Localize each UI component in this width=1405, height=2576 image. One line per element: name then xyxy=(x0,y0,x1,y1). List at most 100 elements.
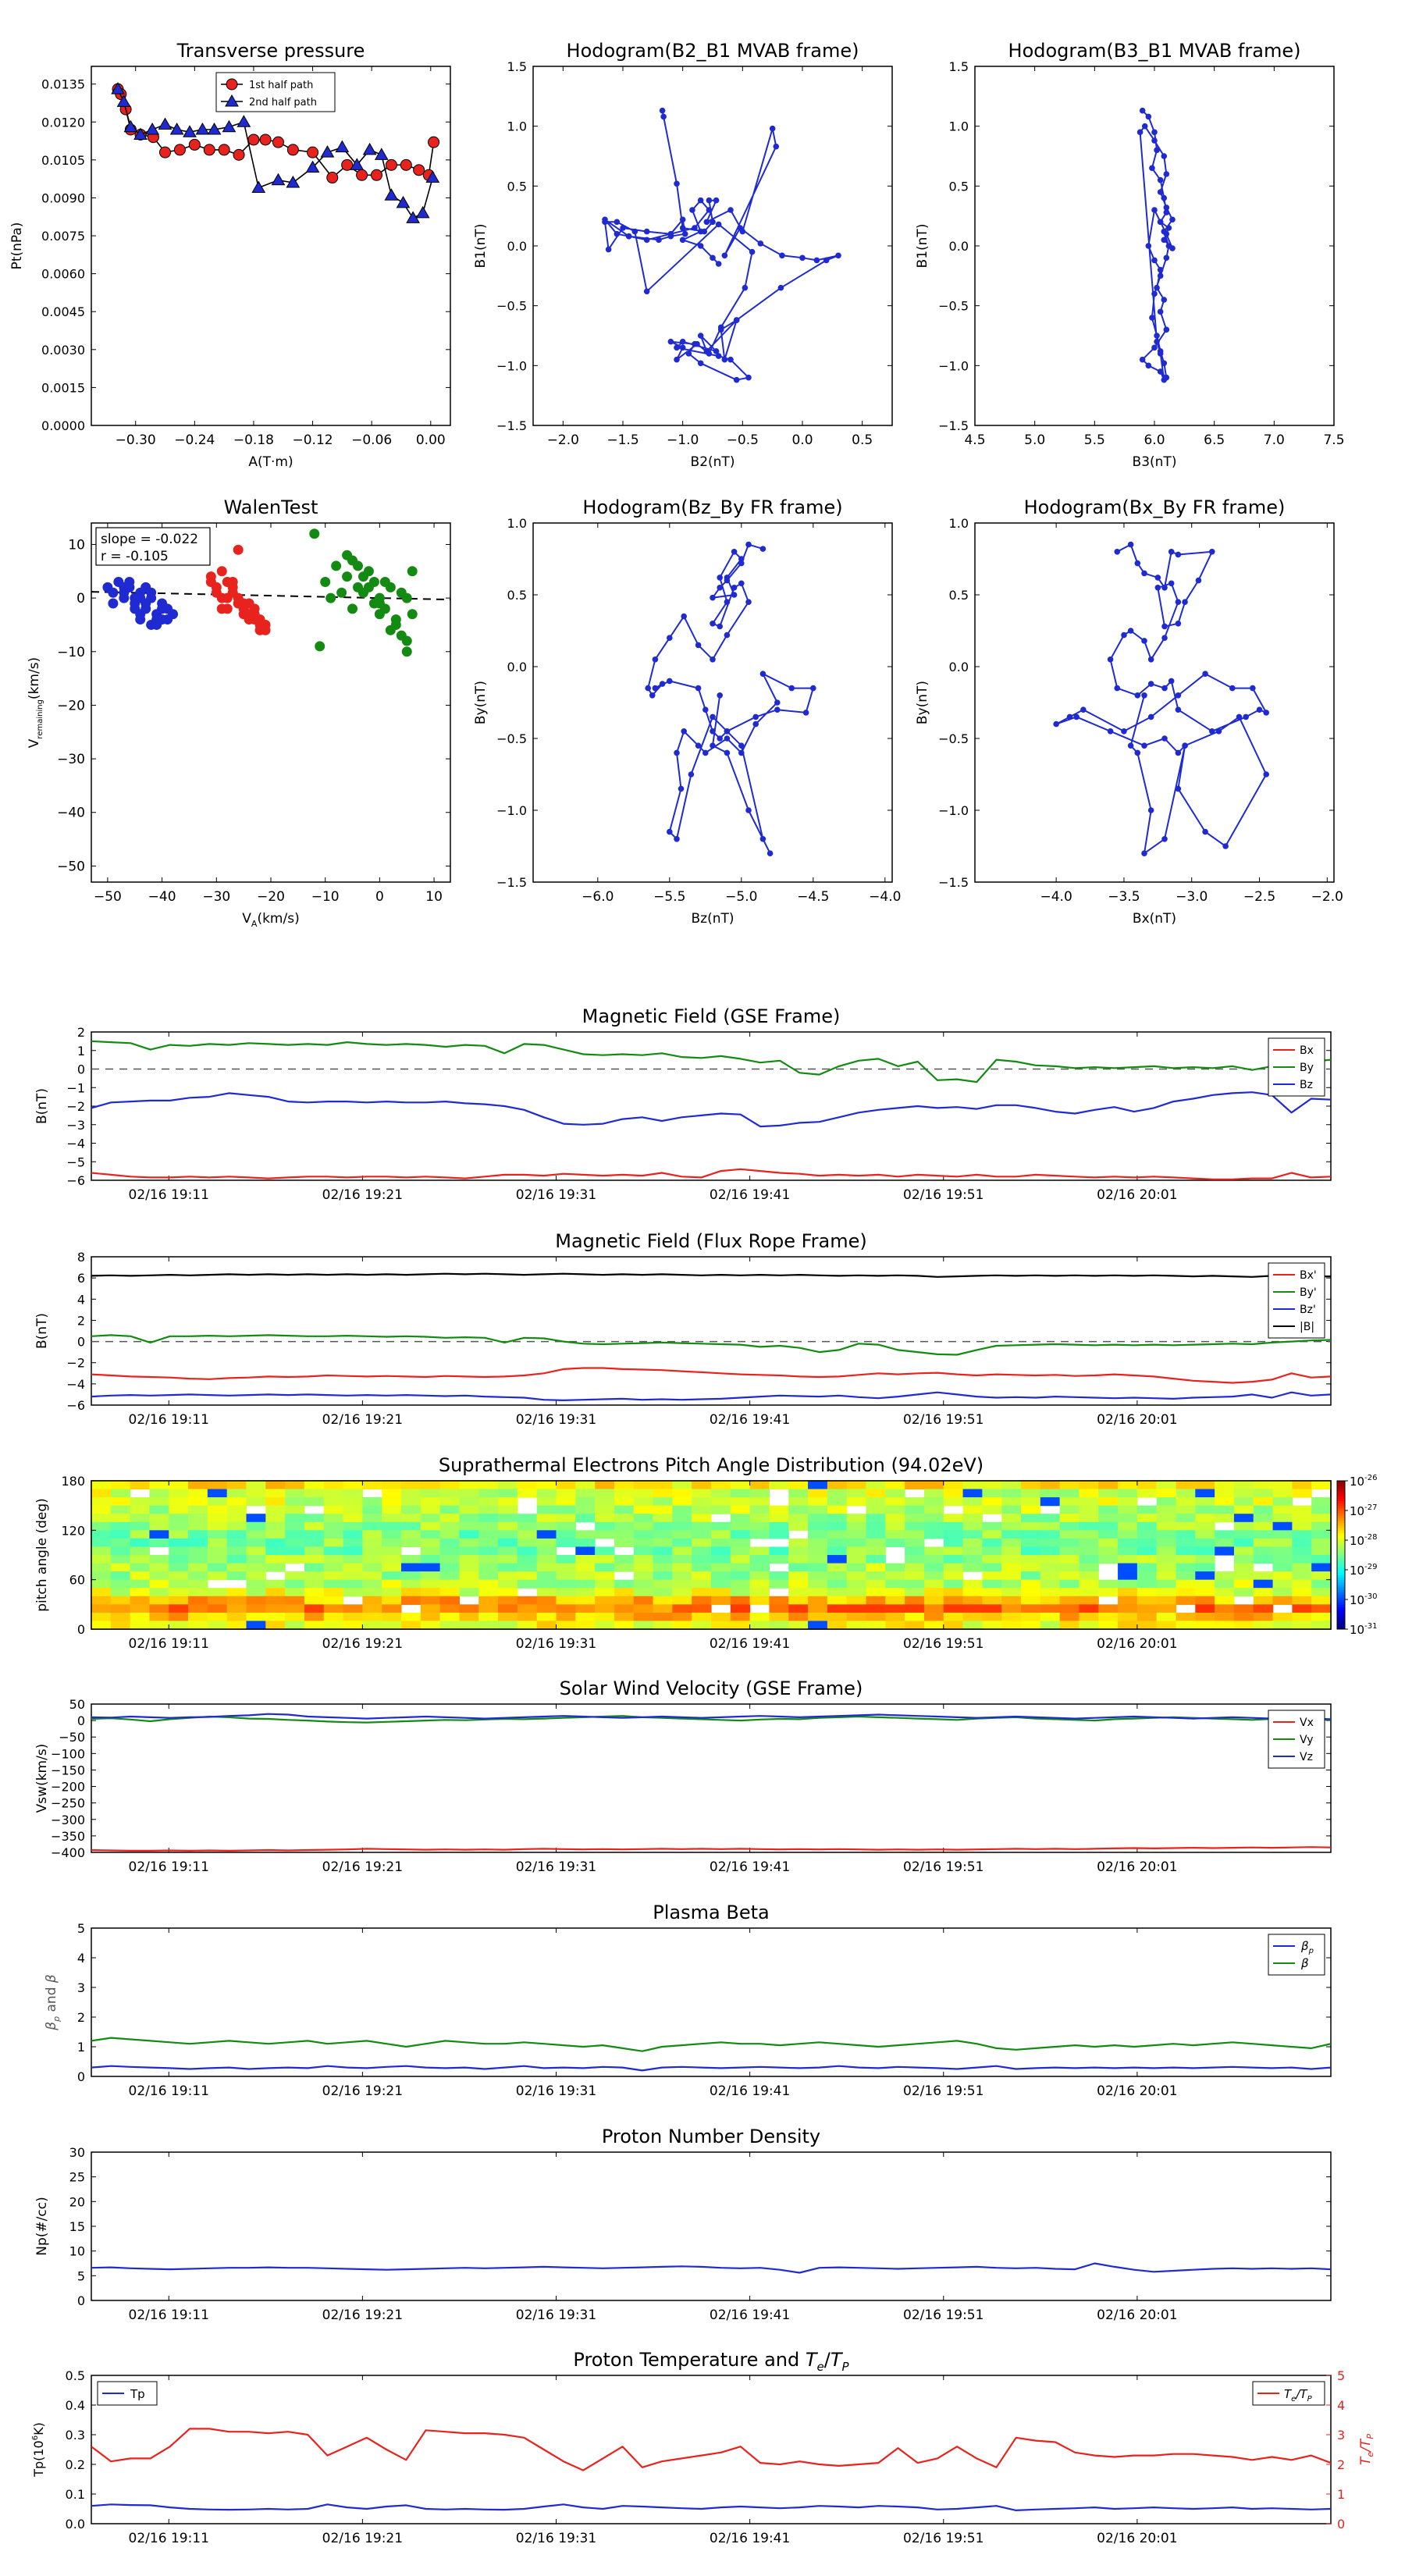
colorbar-segment xyxy=(1337,1528,1345,1531)
heatmap-cell xyxy=(1098,1497,1119,1507)
heatmap-cell xyxy=(711,1497,731,1507)
heatmap-cell xyxy=(285,1571,305,1581)
heatmap-cell xyxy=(1079,1521,1099,1531)
y-tick-label: 0 xyxy=(77,1062,85,1077)
x-tick-label: 02/16 19:51 xyxy=(903,1636,984,1652)
hodogram-point xyxy=(659,681,666,687)
hodogram-point xyxy=(773,143,780,150)
heatmap-cell xyxy=(1156,1621,1177,1629)
heatmap-cell xyxy=(401,1538,422,1548)
y-tick-label: 0 xyxy=(77,2069,85,2084)
heatmap-cell xyxy=(110,1538,131,1548)
y-axis-label: Vsw(km/s) xyxy=(34,1744,50,1813)
heatmap-cell xyxy=(304,1604,325,1614)
heatmap-cell xyxy=(905,1621,925,1629)
heatmap-cell xyxy=(846,1514,867,1523)
heatmap-cell xyxy=(1156,1588,1177,1597)
heatmap-cell xyxy=(304,1530,325,1539)
heatmap-cell xyxy=(1156,1530,1177,1539)
heatmap-cell xyxy=(226,1571,247,1581)
heatmap-cell xyxy=(285,1579,305,1589)
heatmap-cell xyxy=(1311,1563,1331,1572)
heatmap-cell xyxy=(343,1497,363,1507)
colorbar-segment xyxy=(1337,1567,1345,1571)
heatmap-cell xyxy=(962,1530,983,1539)
heatmap-cell xyxy=(827,1604,848,1614)
heatmap-cell xyxy=(788,1546,809,1556)
y-tick-label: 4 xyxy=(77,1951,85,1966)
heatmap-cell xyxy=(769,1530,789,1539)
heatmap-cell xyxy=(1136,1571,1158,1581)
heatmap-cell xyxy=(1098,1514,1119,1523)
colorbar-label: 10-29 xyxy=(1350,1563,1377,1578)
heatmap-cell xyxy=(1311,1571,1331,1581)
data-point-triangle xyxy=(145,122,159,135)
heatmap-cell xyxy=(1079,1497,1099,1507)
heatmap-cell xyxy=(110,1514,131,1523)
heatmap-cell xyxy=(478,1521,499,1531)
heatmap-cell xyxy=(149,1555,169,1564)
heatmap-cell xyxy=(149,1621,169,1629)
walen-point xyxy=(124,582,135,592)
heatmap-cell xyxy=(827,1621,848,1629)
heatmap-cell xyxy=(149,1563,169,1572)
hodogram-point xyxy=(1161,635,1168,641)
heatmap-cell xyxy=(517,1571,538,1581)
hodogram-point xyxy=(738,580,745,587)
heatmap-cell xyxy=(1156,1481,1177,1490)
hodogram-point xyxy=(1168,549,1175,555)
hodogram-point xyxy=(724,632,731,639)
heatmap-cell xyxy=(595,1555,615,1564)
heatmap-cell xyxy=(827,1497,848,1507)
heatmap-cell xyxy=(1253,1588,1274,1597)
heatmap-cell xyxy=(401,1505,422,1514)
heatmap-cell xyxy=(149,1588,169,1597)
walen-point xyxy=(379,577,390,588)
heatmap-cell xyxy=(1118,1621,1138,1629)
hodogram-point xyxy=(697,197,704,204)
heatmap-cell xyxy=(265,1579,286,1589)
heatmap-cell xyxy=(1272,1563,1293,1572)
heatmap-cell xyxy=(846,1571,867,1581)
heatmap-cell xyxy=(362,1481,382,1490)
fit-text: r = -0.105 xyxy=(101,549,169,564)
hodogram-point xyxy=(692,225,698,231)
heatmap-cell xyxy=(749,1514,770,1523)
heatmap-cell xyxy=(536,1571,557,1581)
hodogram-point xyxy=(710,254,716,262)
data-point-circle xyxy=(173,144,186,156)
heatmap-cell xyxy=(1118,1563,1138,1572)
heatmap-cell xyxy=(1195,1596,1215,1605)
heatmap-cell xyxy=(1195,1612,1215,1622)
heatmap-cell xyxy=(207,1555,228,1564)
heatmap-cell xyxy=(962,1521,983,1531)
colorbar-segment xyxy=(1337,1626,1345,1630)
y-tick-label: −200 xyxy=(51,1780,85,1795)
colorbar-segment xyxy=(1337,1617,1345,1620)
heatmap-cell xyxy=(226,1555,247,1564)
heatmap-cell xyxy=(536,1546,557,1556)
chart-title: Proton Temperature and Te/TP xyxy=(573,2349,849,2374)
hodogram-point xyxy=(1127,742,1134,749)
heatmap-cell xyxy=(130,1563,151,1572)
heatmap-cell xyxy=(459,1521,479,1531)
heatmap-cell xyxy=(866,1571,886,1581)
heatmap-cell xyxy=(982,1571,1002,1581)
heatmap-cell xyxy=(1098,1546,1119,1556)
heatmap-cell xyxy=(478,1530,499,1539)
heatmap-cell xyxy=(866,1497,886,1507)
heatmap-cell xyxy=(226,1530,247,1539)
y-tick-label: −0.5 xyxy=(496,299,527,314)
heatmap-cell xyxy=(595,1571,615,1581)
heatmap-cell xyxy=(188,1604,208,1614)
heatmap-cell xyxy=(1195,1604,1215,1614)
heatmap-cell xyxy=(226,1481,247,1490)
heatmap-cell xyxy=(401,1497,422,1507)
heatmap-cell xyxy=(226,1588,247,1597)
heatmap-cell xyxy=(846,1481,867,1490)
heatmap-cell xyxy=(1292,1604,1312,1614)
heatmap-cell xyxy=(130,1612,151,1622)
heatmap-cell xyxy=(169,1546,189,1556)
hodogram-point xyxy=(738,749,745,756)
